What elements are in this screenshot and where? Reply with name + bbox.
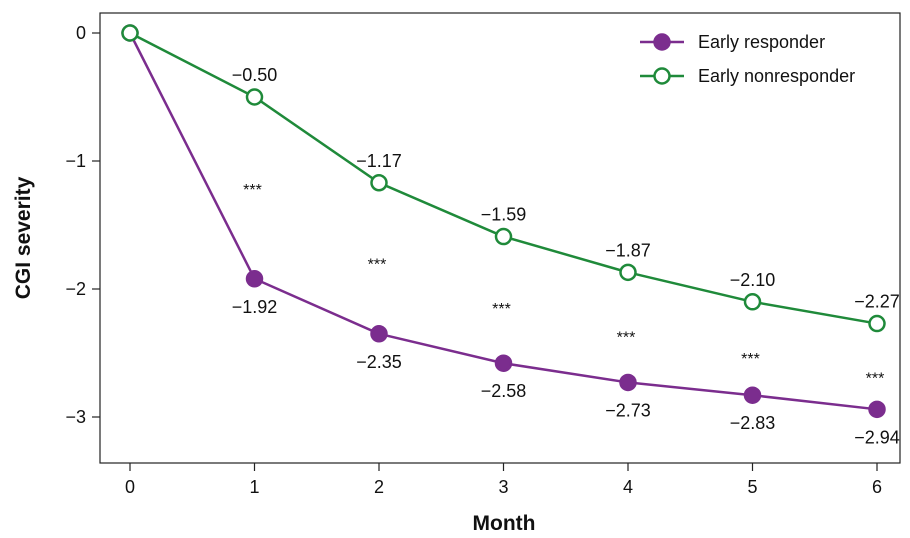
data-label: −1.59 [481, 205, 527, 225]
data-label: −0.50 [232, 65, 278, 85]
x-tick-label: 0 [125, 477, 135, 497]
plot-frame [99, 12, 901, 464]
legend-item: Early responder [640, 32, 825, 52]
data-label: −2.10 [730, 270, 776, 290]
significance-layer: *** *** *** *** *** *** [243, 182, 884, 387]
y-tick-label: 0 [76, 23, 86, 43]
data-point [245, 88, 264, 106]
legend-label: Early responder [698, 32, 825, 52]
legend-label: Early nonresponder [698, 66, 855, 86]
data-label: −1.17 [356, 151, 402, 171]
data-label: −1.87 [605, 240, 651, 260]
y-axis-title: CGI severity [12, 176, 35, 299]
significance-marker: *** [368, 256, 387, 273]
data-label: −2.83 [730, 413, 776, 433]
data-point [868, 314, 886, 333]
significance-marker: *** [243, 182, 262, 199]
x-axis-title: Month [473, 512, 536, 535]
significance-marker: *** [617, 329, 636, 346]
data-point [743, 386, 762, 404]
y-tick-label: −2 [65, 279, 86, 299]
significance-marker: *** [866, 370, 885, 387]
data-point [370, 325, 388, 343]
x-tick-label: 2 [374, 477, 384, 497]
x-tick-label: 3 [498, 477, 508, 497]
series-early-nonresponder: −0.50 −1.17 −1.59 −1.87 −2.10 −2.27 [121, 24, 900, 333]
data-label: −2.35 [356, 352, 402, 372]
data-point [743, 293, 762, 311]
data-point [619, 373, 637, 392]
data-label: −2.94 [854, 427, 900, 447]
data-point [494, 227, 513, 246]
legend: Early responder Early nonresponder [640, 32, 855, 86]
legend-marker [653, 67, 671, 85]
data-label: −1.92 [232, 297, 278, 317]
data-point [370, 174, 388, 192]
series-layer: −1.92 −2.35 −2.58 −2.73 −2.83 −2.94 −0.50 −1.17… [121, 24, 900, 447]
legend-item: Early nonresponder [640, 66, 855, 86]
y-tick-label: −1 [65, 151, 86, 171]
data-point [619, 263, 637, 282]
data-label: −2.73 [605, 400, 651, 420]
data-point [868, 400, 886, 419]
y-axis: 0 −1 −2 −3 [65, 23, 100, 427]
x-axis: 0 1 2 3 4 5 6 [125, 463, 882, 497]
significance-marker: *** [741, 351, 760, 368]
x-tick-label: 1 [249, 477, 259, 497]
x-tick-label: 4 [623, 477, 633, 497]
data-label: −2.27 [854, 292, 900, 312]
x-tick-label: 5 [747, 477, 757, 497]
significance-marker: *** [492, 301, 511, 318]
y-tick-label: −3 [65, 407, 86, 427]
x-tick-label: 6 [872, 477, 882, 497]
data-point [494, 354, 513, 372]
data-point [121, 24, 139, 42]
data-label: −2.58 [481, 381, 527, 401]
data-point [245, 270, 264, 288]
legend-marker [653, 33, 671, 51]
